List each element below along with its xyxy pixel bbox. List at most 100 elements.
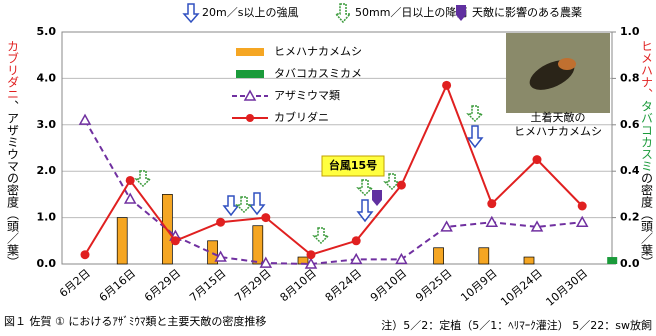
- rain-marker: [134, 170, 152, 188]
- y2-title-part: の密度（頭／葉）: [640, 172, 654, 268]
- y2-tick-label: 1.0: [620, 25, 640, 38]
- bar: [523, 256, 535, 265]
- legend-label: アザミウマ類: [274, 89, 340, 102]
- plot-frame: [61, 31, 613, 265]
- point: [532, 155, 542, 165]
- x-tick-label: 10月24日: [498, 267, 545, 309]
- y-title-part: 、アザミウマの密度（頭／葉）: [6, 100, 20, 268]
- caption: 図１ 佐賀 ① におけるｱｻﾞﾐｳﾏ類と主要天敵の密度推移: [4, 314, 266, 328]
- legend-marker: [243, 89, 257, 101]
- legend-label: タバコカスミカメ: [274, 67, 362, 80]
- point: [125, 175, 135, 185]
- point: [530, 220, 544, 232]
- point: [442, 80, 452, 90]
- rain-marker: [312, 227, 330, 245]
- note: 注）5／2：定植（5／1：ﾍﾘﾏｰｸ灌注） 5／22：sw放飼: [381, 318, 652, 332]
- x-tick-label: 6月16日: [97, 267, 138, 305]
- point: [261, 213, 271, 223]
- point: [304, 257, 318, 269]
- y2-tick-label: 0.2: [620, 211, 640, 224]
- event-markers: [134, 105, 484, 245]
- rain-icon: [334, 3, 352, 24]
- y2-title-part: タバコカスミ: [640, 100, 654, 172]
- bar: [607, 257, 618, 264]
- y2-tick-label: 0.6: [620, 118, 640, 131]
- x-tick-label: 6月2日: [57, 267, 93, 300]
- y2-tick-label: 0.0: [620, 257, 640, 270]
- wind-icon: [182, 3, 200, 24]
- y-tick-label: 0.0: [37, 257, 57, 270]
- y2-tick-label: 0.4: [620, 164, 640, 177]
- bar: [433, 247, 444, 265]
- legend-swatch: [236, 48, 264, 56]
- event-legend: 20m／s以上の強風 50mm／日以上の降雨 天敵に影響のある農薬: [182, 3, 582, 24]
- point: [395, 252, 408, 265]
- bar: [207, 240, 218, 265]
- legend-pesticide: 天敵に影響のある農薬: [472, 5, 582, 19]
- y-tick-label: 3.0: [37, 118, 57, 131]
- point: [214, 250, 227, 262]
- photo-caption: ヒメハナカメムシ: [514, 125, 602, 138]
- photo: 土着天敵の ヒメハナカメムシ: [506, 33, 610, 138]
- typhoon-label: 台風15号: [329, 158, 377, 172]
- typhoon-box: [321, 155, 385, 177]
- point: [351, 236, 361, 246]
- wind-marker: [356, 199, 374, 223]
- legend-label: ヒメハナカメムシ: [274, 45, 362, 58]
- wind-marker: [248, 192, 266, 216]
- point: [170, 236, 180, 246]
- x-tick-label: 7月29日: [232, 267, 273, 305]
- y-tick-label: 5.0: [37, 25, 57, 38]
- rain-marker: [466, 105, 484, 123]
- legend-swatch: [236, 70, 264, 78]
- x-tick-label: 10月30日: [543, 267, 590, 309]
- x-tick-label: 8月24日: [323, 267, 364, 305]
- photo-caption: 土着天敵の: [531, 110, 586, 124]
- point: [78, 113, 92, 125]
- pesticide-marker: [372, 190, 382, 206]
- point: [440, 220, 453, 232]
- line: [84, 82, 583, 256]
- line: [84, 119, 583, 266]
- bar: [116, 217, 128, 265]
- y-tick-label: 2.0: [37, 164, 57, 177]
- y-axis-title: カブリダニ、アザミウマの密度（頭／葉）: [6, 40, 20, 268]
- y-tick-label: 4.0: [37, 71, 57, 84]
- legend-rain: 50mm／日以上の降雨: [355, 5, 467, 19]
- y2-axis-title: ヒメハナ、タバコカスミの密度（頭／葉）: [640, 40, 654, 268]
- bar: [252, 225, 264, 265]
- point: [485, 215, 499, 227]
- wind-marker: [222, 195, 240, 217]
- rain-marker: [235, 196, 253, 214]
- x-tick-label: 8月10日: [278, 267, 319, 305]
- point: [259, 256, 273, 268]
- rain-marker: [356, 179, 374, 197]
- y2-title-part: ヒメハナ、: [640, 40, 654, 100]
- x-tick-label: 6月29日: [142, 267, 183, 305]
- point: [396, 180, 406, 190]
- rain-marker: [383, 173, 401, 191]
- x-tick-label: 10月9日: [458, 267, 499, 305]
- point: [123, 192, 137, 204]
- legend-label: カブリダニ: [274, 110, 329, 124]
- point: [349, 252, 363, 265]
- wind-marker: [466, 125, 484, 149]
- x-tick-label: 9月25日: [413, 267, 454, 305]
- y2-tick-label: 0.8: [620, 71, 640, 84]
- point: [216, 217, 226, 227]
- y-title-part: カブリダニ: [6, 40, 20, 100]
- legend-marker: [246, 114, 254, 122]
- pesticide-icon: [456, 5, 466, 21]
- point: [575, 215, 589, 227]
- x-tick-label: 9月10日: [368, 267, 409, 305]
- point: [306, 250, 316, 260]
- y-tick-label: 1.0: [37, 211, 57, 224]
- point: [577, 201, 587, 211]
- bar: [478, 247, 490, 265]
- x-tick-label: 7月15日: [187, 267, 228, 305]
- point: [487, 199, 497, 209]
- insect-head: [558, 58, 576, 70]
- legend-wind: 20m／s以上の強風: [202, 6, 298, 19]
- point: [80, 250, 90, 260]
